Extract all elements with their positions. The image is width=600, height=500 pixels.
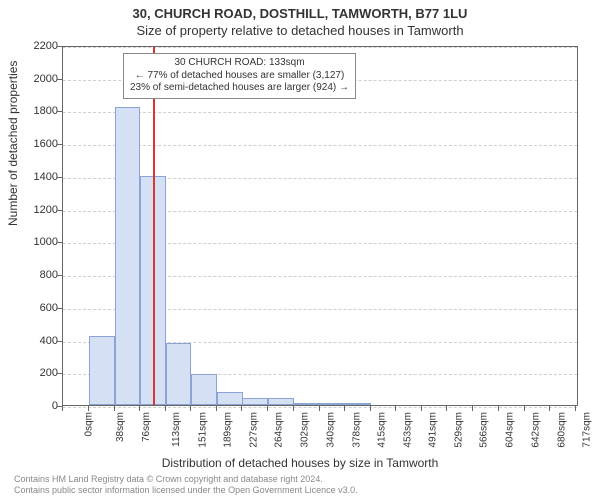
property-marker-line: [153, 47, 155, 405]
y-tick-label: 600: [22, 302, 58, 314]
y-tick-label: 0: [22, 400, 58, 412]
x-tick-mark: [549, 406, 550, 411]
x-tick-mark: [498, 406, 499, 411]
histogram-bar: [320, 403, 346, 405]
y-tick-mark: [57, 46, 62, 47]
x-tick-mark: [241, 406, 242, 411]
y-tick-label: 200: [22, 367, 58, 379]
histogram-bar: [115, 107, 141, 405]
x-tick-mark: [319, 406, 320, 411]
y-tick-label: 1600: [22, 138, 58, 150]
y-tick-label: 1200: [22, 204, 58, 216]
histogram-bar: [89, 336, 115, 405]
x-tick-label: 76sqm: [141, 412, 152, 442]
histogram-bar: [191, 374, 217, 405]
x-tick-label: 302sqm: [300, 412, 311, 448]
y-tick-mark: [57, 210, 62, 211]
x-tick-mark: [421, 406, 422, 411]
gridline: [63, 407, 577, 408]
x-tick-mark: [139, 406, 140, 411]
x-tick-mark: [165, 406, 166, 411]
annotation-box: 30 CHURCH ROAD: 133sqm← 77% of detached …: [123, 53, 356, 99]
x-tick-mark: [62, 406, 63, 411]
x-tick-mark: [114, 406, 115, 411]
x-tick-label: 151sqm: [197, 412, 208, 448]
footer-line-2: Contains public sector information licen…: [14, 485, 358, 496]
x-tick-mark: [524, 406, 525, 411]
x-tick-label: 680sqm: [556, 412, 567, 448]
x-tick-label: 378sqm: [351, 412, 362, 448]
y-tick-label: 1000: [22, 236, 58, 248]
x-tick-label: 491sqm: [428, 412, 439, 448]
histogram-bar: [268, 398, 294, 405]
histogram-bar: [294, 403, 320, 405]
x-tick-mark: [267, 406, 268, 411]
y-tick-mark: [57, 275, 62, 276]
x-tick-label: 642sqm: [530, 412, 541, 448]
y-tick-mark: [57, 177, 62, 178]
x-tick-mark: [293, 406, 294, 411]
y-axis-label: Number of detached properties: [6, 61, 20, 226]
x-tick-label: 38sqm: [115, 412, 126, 442]
y-tick-mark: [57, 373, 62, 374]
x-tick-label: 189sqm: [223, 412, 234, 448]
y-tick-label: 1400: [22, 171, 58, 183]
x-tick-label: 113sqm: [171, 412, 182, 447]
histogram-bar: [217, 392, 243, 405]
x-tick-label: 453sqm: [402, 412, 413, 448]
y-tick-label: 2000: [22, 73, 58, 85]
y-tick-label: 400: [22, 335, 58, 347]
x-tick-mark: [370, 406, 371, 411]
y-tick-mark: [57, 111, 62, 112]
x-tick-mark: [446, 406, 447, 411]
histogram-bar: [166, 343, 192, 405]
y-tick-mark: [57, 242, 62, 243]
x-tick-mark: [190, 406, 191, 411]
chart-title: 30, CHURCH ROAD, DOSTHILL, TAMWORTH, B77…: [0, 0, 600, 21]
annotation-line-2: ← 77% of detached houses are smaller (3,…: [130, 70, 349, 83]
x-tick-mark: [344, 406, 345, 411]
x-tick-label: 340sqm: [325, 412, 336, 448]
y-tick-mark: [57, 144, 62, 145]
x-tick-mark: [575, 406, 576, 411]
x-tick-mark: [216, 406, 217, 411]
x-tick-label: 227sqm: [249, 412, 260, 448]
y-tick-label: 1800: [22, 105, 58, 117]
gridline: [63, 47, 577, 48]
x-tick-mark: [88, 406, 89, 411]
footer-line-1: Contains HM Land Registry data © Crown c…: [14, 474, 358, 485]
chart-container: 30, CHURCH ROAD, DOSTHILL, TAMWORTH, B77…: [0, 0, 600, 500]
x-tick-label: 717sqm: [581, 412, 592, 448]
y-tick-mark: [57, 79, 62, 80]
y-tick-label: 2200: [22, 40, 58, 52]
x-tick-mark: [472, 406, 473, 411]
x-tick-label: 0sqm: [83, 412, 94, 436]
plot-area: 30 CHURCH ROAD: 133sqm← 77% of detached …: [62, 46, 578, 406]
histogram-bar: [345, 403, 371, 405]
annotation-line-1: 30 CHURCH ROAD: 133sqm: [130, 57, 349, 70]
annotation-line-3: 23% of semi-detached houses are larger (…: [130, 82, 349, 95]
x-tick-label: 566sqm: [479, 412, 490, 448]
chart-subtitle: Size of property relative to detached ho…: [0, 21, 600, 38]
x-tick-label: 264sqm: [274, 412, 285, 448]
x-tick-label: 604sqm: [505, 412, 516, 448]
x-axis-label: Distribution of detached houses by size …: [0, 456, 600, 470]
y-tick-label: 800: [22, 269, 58, 281]
y-tick-mark: [57, 308, 62, 309]
y-tick-mark: [57, 341, 62, 342]
x-tick-mark: [395, 406, 396, 411]
histogram-bar: [242, 398, 268, 405]
x-tick-label: 415sqm: [376, 412, 387, 448]
footer-attribution: Contains HM Land Registry data © Crown c…: [14, 474, 358, 496]
x-tick-label: 529sqm: [454, 412, 465, 448]
